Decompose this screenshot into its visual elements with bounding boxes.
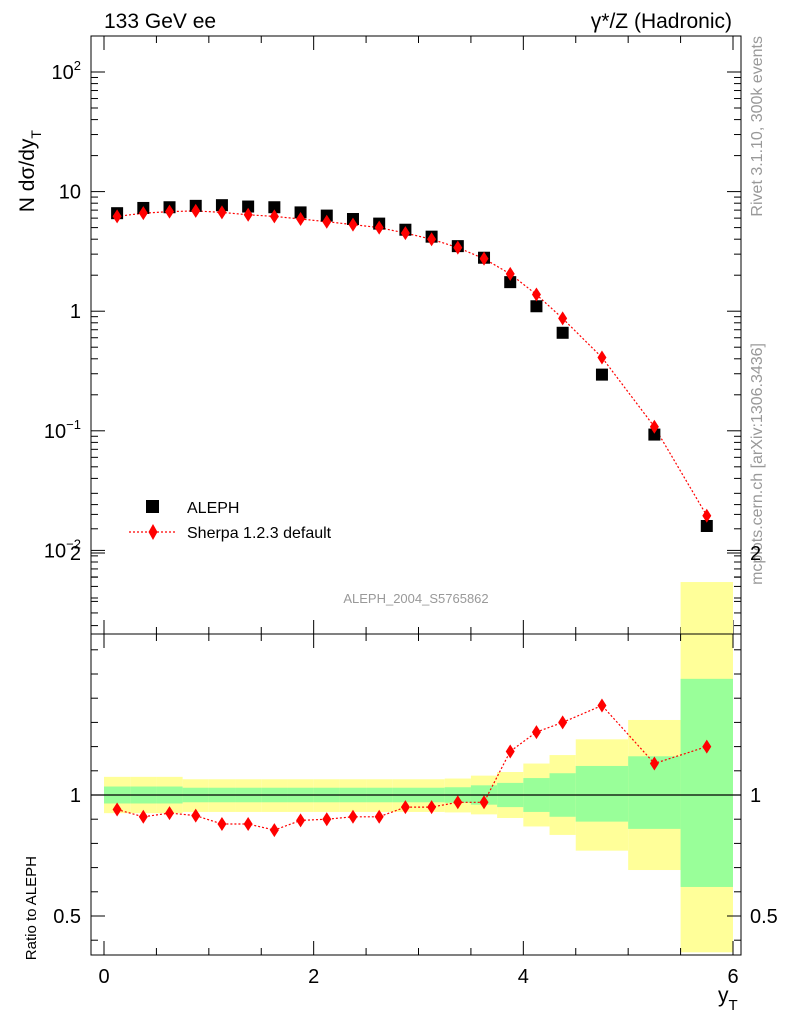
sherpa-ratio-point (348, 809, 358, 824)
sherpa-ratio-point (322, 812, 332, 827)
sherpa-point (649, 419, 659, 434)
sherpa-point (138, 206, 148, 221)
sherpa-ratio-point (112, 802, 122, 817)
aleph-point (215, 199, 228, 212)
ratio-panel: 0 2 4 6 0.5 0.5 1 1 2 2 Ratio to ALEPH yT (23, 504, 778, 1014)
sherpa-point (348, 217, 358, 232)
sherpa-ratio-point (374, 809, 384, 824)
aleph-point (556, 326, 569, 339)
sherpa-point (531, 287, 541, 302)
sherpa-ratio-point (505, 744, 515, 759)
sherpa-ratio-point (269, 823, 279, 838)
sherpa-point (702, 508, 712, 523)
legend: ALEPH Sherpa 1.2.3 default (129, 500, 332, 542)
ratio-ytick-label: 1 (70, 785, 81, 807)
legend-aleph-label: ALEPH (187, 500, 239, 517)
ratio-xlabel: yT (718, 984, 738, 1014)
aleph-point (530, 300, 543, 313)
sherpa-point (505, 266, 515, 281)
sherpa-ratio-point (138, 809, 148, 824)
sherpa-ratio-point (400, 800, 410, 815)
ratio-xtick-label: 2 (308, 966, 319, 988)
ratio-frame (90, 633, 742, 956)
sherpa-ratio-point (296, 813, 306, 828)
sherpa-point (558, 311, 568, 326)
main-ytick-label: 10 (59, 182, 81, 204)
stat-uncertainty-band (575, 765, 629, 822)
sherpa-ratio-point (427, 800, 437, 815)
sherpa-point (296, 212, 306, 227)
ratio-ytick-label-right: 0.5 (750, 906, 778, 928)
ratio-xtick-label: 4 (518, 966, 529, 988)
rivet-note: Rivet 3.1.10, 300k events (749, 36, 766, 217)
sherpa-ratio-point (479, 795, 489, 810)
sherpa-ratio-point (165, 806, 175, 821)
ratio-ylabel: Ratio to ALEPH (23, 856, 40, 960)
sherpa-ratio-point (531, 725, 541, 740)
ratio-xtick-label: 6 (727, 966, 738, 988)
ratio-ytick-label: 0.5 (53, 906, 81, 928)
sherpa-ratio-point (702, 739, 712, 754)
sherpa-ratio-point (453, 795, 463, 810)
main-ytick-label: 1 (70, 301, 81, 323)
sherpa-ratio-line (116, 704, 707, 831)
sherpa-point (322, 214, 332, 229)
sherpa-point (374, 220, 384, 235)
sherpa-ratio-point (597, 698, 607, 713)
sherpa-point (400, 226, 410, 241)
ratio-ytick-label: 2 (70, 543, 81, 565)
legend-sherpa-marker (148, 524, 158, 540)
aleph-point (595, 368, 608, 381)
sherpa-point (453, 240, 463, 255)
sherpa-point (427, 232, 437, 247)
mcplots-note: mcplots.cern.ch [arXiv:1306.3436] (749, 343, 766, 585)
sherpa-point (112, 209, 122, 224)
sherpa-ratio-point (649, 756, 659, 771)
header-right: γ*/Z (Hadronic) (591, 10, 732, 33)
legend-aleph-marker (146, 500, 159, 513)
analysis-label: ALEPH_2004_S5765862 (343, 591, 488, 606)
sherpa-point (479, 251, 489, 266)
aleph-point (648, 428, 661, 441)
sherpa-point (243, 207, 253, 222)
sherpa-ratio-point (217, 817, 227, 832)
sherpa-point (165, 204, 175, 219)
ratio-xtick-label: 0 (98, 966, 109, 988)
main-ytick-label: 102 (52, 58, 81, 84)
main-ytick-label: 10−1 (44, 417, 81, 443)
sherpa-ratio-point (558, 715, 568, 730)
header-left: 133 GeV ee (104, 10, 216, 33)
main-panel: 10−2 10−1 1 10 102 ALEPH_2004_S5765862 ALEPH… (16, 35, 742, 635)
aleph-point (700, 519, 713, 532)
sherpa-ratio-point (243, 817, 253, 832)
sherpa-point (597, 350, 607, 365)
aleph-point (504, 276, 517, 289)
main-ytick-label: 10−2 (44, 536, 81, 562)
sherpa-point (269, 209, 279, 224)
sherpa-point (217, 205, 227, 220)
main-ylabel: N dσ/dyT (16, 130, 44, 213)
sherpa-line (117, 210, 708, 517)
stat-uncertainty-band (680, 678, 733, 887)
aleph-point (268, 201, 281, 214)
ratio-ytick-label-right: 2 (750, 543, 761, 565)
sherpa-point (191, 203, 201, 218)
aleph-point (242, 200, 255, 213)
sherpa-ratio-point (191, 808, 201, 823)
ratio-ytick-label-right: 1 (750, 785, 761, 807)
legend-sherpa-label: Sherpa 1.2.3 default (187, 525, 332, 542)
